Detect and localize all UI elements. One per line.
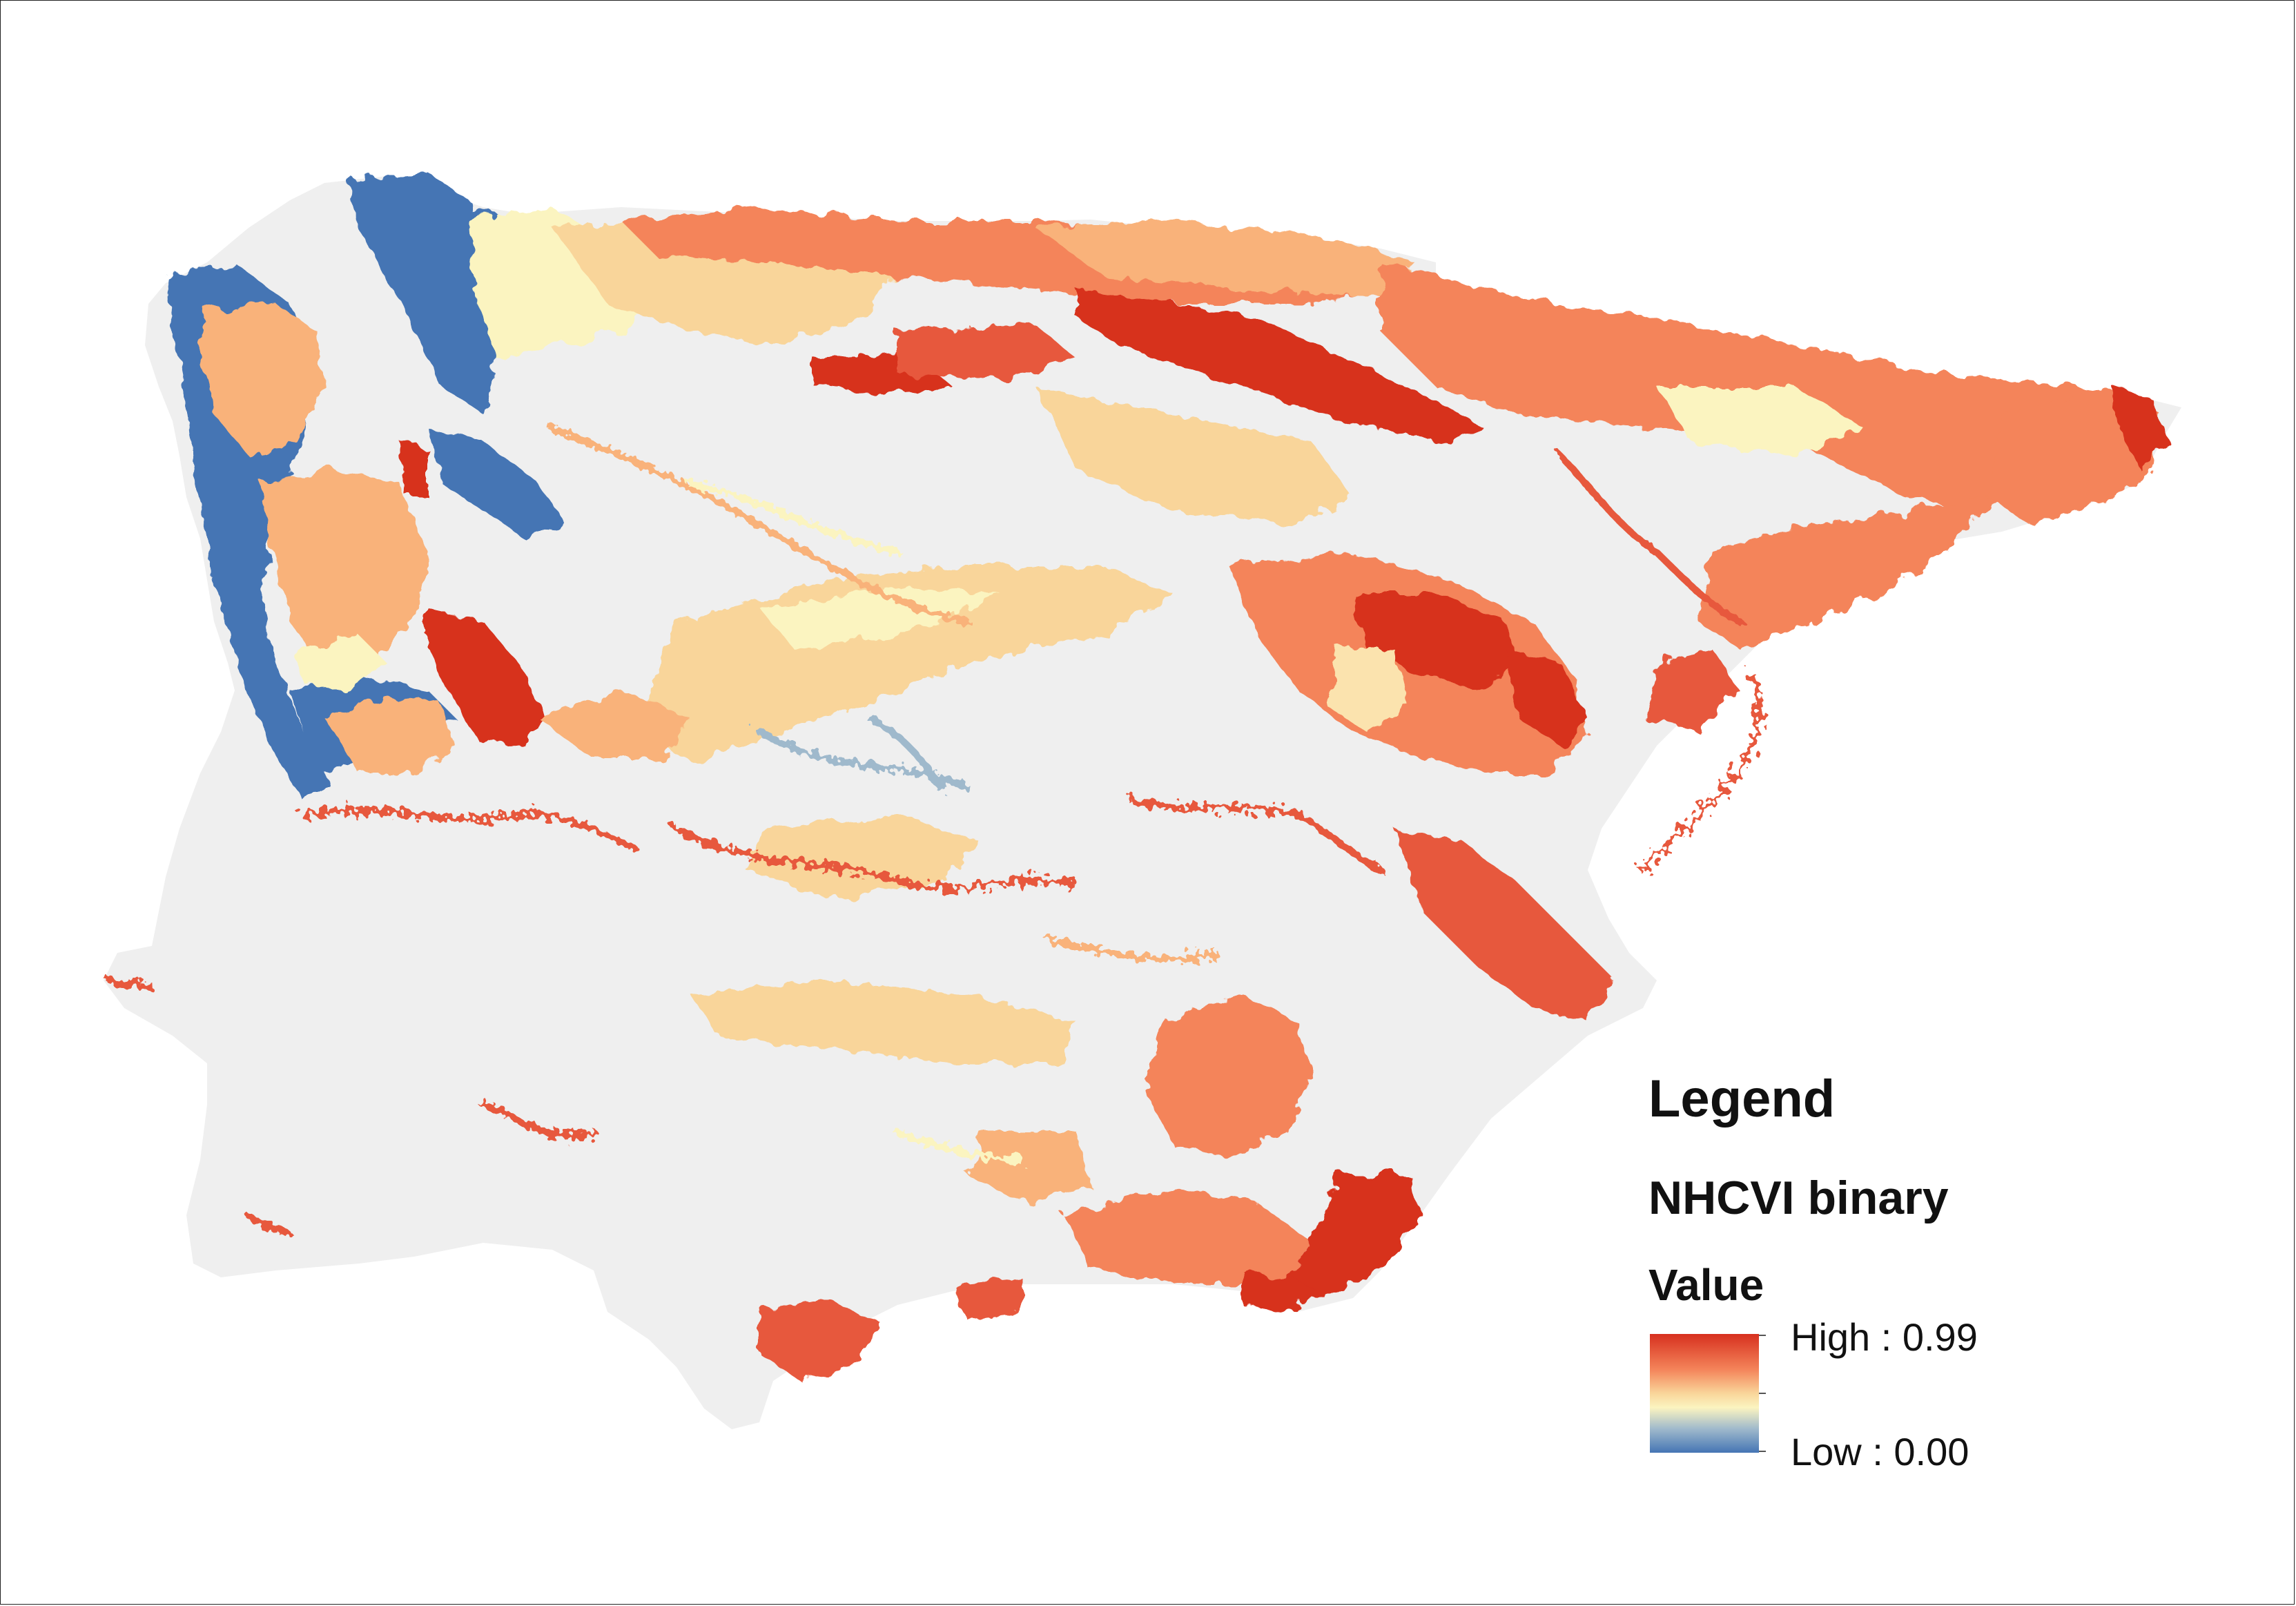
nhcvi-raster: [166, 173, 2168, 1381]
raster-patch: [759, 1298, 884, 1381]
raster-patch: [428, 428, 566, 539]
legend-high-label: High : 0.99: [1791, 1315, 1978, 1359]
raster-patch: [1146, 994, 1312, 1160]
raster-patch: [1325, 649, 1408, 732]
raster-patch: [1643, 649, 1740, 732]
legend-title: Legend: [1648, 1070, 1836, 1128]
river-network: [673, 825, 1080, 891]
river-network: [480, 1101, 597, 1140]
raster-patch: [200, 304, 324, 456]
river-network: [1557, 452, 1743, 625]
raster-patch: [1353, 594, 1519, 690]
river-network: [245, 1212, 293, 1239]
raster-patch: [324, 697, 456, 773]
raster-patch: [1035, 387, 1353, 525]
raster-patch: [1035, 221, 1415, 297]
river-network: [894, 1129, 1025, 1163]
legend-field-name: Value: [1648, 1260, 1764, 1310]
river-network: [756, 728, 970, 791]
raster-patch: [1505, 649, 1588, 746]
legend-color-ramp: [1650, 1334, 1759, 1453]
river-network: [300, 807, 639, 853]
raster-patch: [690, 980, 1077, 1063]
raster-patch: [1657, 387, 1864, 456]
raster-patch: [759, 587, 1001, 649]
raster-patch: [897, 325, 1077, 380]
raster-patch: [1698, 497, 1988, 649]
raster-patch: [1394, 829, 1615, 1022]
raster-patch: [1988, 387, 2161, 525]
raster-patch: [746, 815, 980, 898]
river-network: [687, 480, 901, 556]
raster-patch: [966, 1132, 1091, 1201]
raster-patch: [1284, 1174, 1422, 1298]
raster-patch: [262, 470, 428, 663]
river-network: [1129, 797, 1384, 873]
legend-low-label: Low : 0.00: [1791, 1430, 1969, 1473]
raster-patch: [953, 1277, 1022, 1319]
raster-patch: [1063, 1188, 1312, 1284]
river-network: [1640, 673, 1762, 873]
raster-patch: [297, 635, 387, 690]
river-network: [1046, 936, 1218, 962]
river-network: [107, 977, 155, 991]
raster-patch: [1243, 1270, 1312, 1312]
legend-layer-name: NHCVI binary: [1648, 1172, 1949, 1224]
raster-patch: [400, 442, 428, 497]
raster-patch: [2112, 387, 2168, 470]
raster-patch: [538, 690, 690, 760]
river-network: [866, 715, 942, 791]
raster-patch: [428, 608, 545, 746]
raster-speckle: [107, 425, 1762, 1239]
legend: Legend NHCVI binary Value High : 0.99 Lo…: [1648, 1069, 2270, 1483]
river-network: [549, 425, 970, 625]
raster-patch: [1077, 290, 1484, 442]
